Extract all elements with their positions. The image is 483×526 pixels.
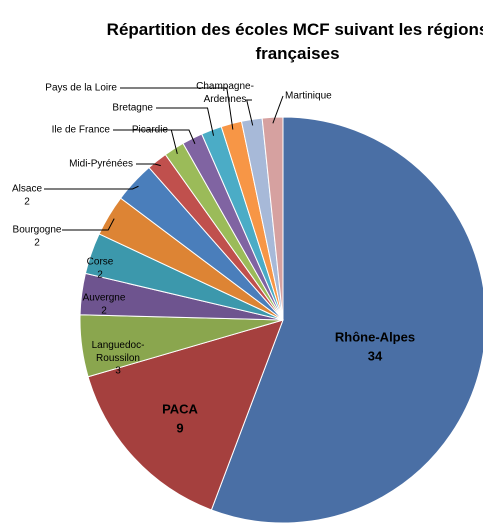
slice-label: Picardie — [132, 125, 169, 136]
slice-label: Rhône-Alpes — [335, 329, 415, 344]
pie-slice — [87, 319, 284, 511]
value-label: 2 — [101, 306, 107, 317]
slice-label: Ile de France — [52, 125, 111, 136]
leader-line — [171, 129, 196, 145]
value-label: 2 — [34, 238, 40, 249]
slice-label: Bourgogne — [13, 225, 62, 236]
leader-line — [156, 107, 215, 136]
leader-line — [136, 163, 161, 167]
slice-label: Auvergne — [83, 293, 126, 304]
leader-line — [246, 99, 254, 126]
value-label: 9 — [176, 420, 183, 435]
slice-label: Corse — [87, 257, 114, 268]
value-label: 2 — [97, 270, 103, 281]
leader-line — [272, 95, 284, 124]
slice-label: Midi-Pyrénées — [69, 159, 133, 170]
value-label: 3 — [115, 366, 121, 377]
value-label: 2 — [24, 197, 30, 208]
leader-line — [120, 87, 234, 130]
slice-label: Bretagne — [112, 103, 153, 114]
slice-label: PACA — [162, 401, 198, 416]
chart-title: Répartition des écoles MCF suivant les r… — [106, 20, 483, 63]
slice-label: Alsace — [12, 184, 42, 195]
slice-label: Languedoc-Roussilon — [92, 340, 145, 364]
slice-label: Pays de la Loire — [45, 83, 117, 94]
value-label: 34 — [368, 348, 383, 363]
pie-slice — [261, 116, 284, 321]
leader-line — [44, 185, 139, 190]
slice-label: Martinique — [285, 91, 332, 102]
slice-label: Champagne-Ardennes — [196, 81, 254, 105]
leader-line — [62, 218, 115, 231]
